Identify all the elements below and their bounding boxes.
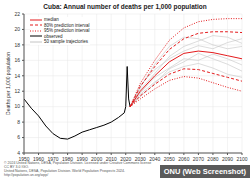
svg-text:1950: 1950 bbox=[18, 156, 29, 162]
svg-text:20: 20 bbox=[14, 26, 20, 32]
svg-text:1990: 1990 bbox=[77, 156, 88, 162]
svg-text:2010: 2010 bbox=[106, 156, 117, 162]
svg-text:14: 14 bbox=[14, 73, 20, 79]
svg-text:2000: 2000 bbox=[91, 156, 102, 162]
svg-text:6: 6 bbox=[17, 134, 20, 140]
svg-text:1960: 1960 bbox=[33, 156, 44, 162]
svg-text:2090: 2090 bbox=[222, 156, 233, 162]
svg-text:2100: 2100 bbox=[236, 156, 242, 162]
svg-text:2030: 2030 bbox=[135, 156, 146, 162]
svg-text:1970: 1970 bbox=[48, 156, 59, 162]
svg-text:1980: 1980 bbox=[62, 156, 73, 162]
svg-text:2060: 2060 bbox=[178, 156, 189, 162]
svg-text:8: 8 bbox=[17, 119, 20, 125]
svg-text:2020: 2020 bbox=[120, 156, 131, 162]
svg-text:10: 10 bbox=[14, 103, 20, 109]
svg-text:2050: 2050 bbox=[164, 156, 175, 162]
svg-text:2070: 2070 bbox=[193, 156, 204, 162]
svg-text:18: 18 bbox=[14, 42, 20, 48]
svg-text:2080: 2080 bbox=[207, 156, 218, 162]
svg-text:12: 12 bbox=[14, 88, 20, 94]
svg-text:Deaths per 1,000 population: Deaths per 1,000 population bbox=[8, 52, 11, 115]
svg-text:16: 16 bbox=[14, 57, 20, 63]
svg-text:22: 22 bbox=[14, 11, 20, 17]
svg-text:2040: 2040 bbox=[149, 156, 160, 162]
svg-text:4: 4 bbox=[17, 150, 20, 156]
